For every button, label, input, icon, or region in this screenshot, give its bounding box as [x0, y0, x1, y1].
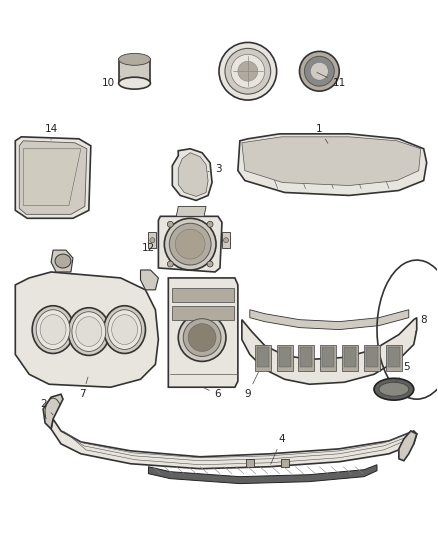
Ellipse shape: [112, 314, 138, 344]
Ellipse shape: [76, 317, 102, 346]
Polygon shape: [322, 348, 334, 367]
Ellipse shape: [175, 229, 205, 259]
Polygon shape: [342, 344, 358, 372]
Ellipse shape: [238, 61, 258, 81]
Text: 6: 6: [205, 389, 221, 399]
Polygon shape: [19, 141, 87, 214]
Ellipse shape: [379, 382, 409, 396]
Ellipse shape: [68, 308, 110, 356]
Polygon shape: [300, 348, 312, 367]
Ellipse shape: [119, 77, 150, 89]
Text: 10: 10: [102, 76, 120, 88]
Ellipse shape: [311, 62, 328, 80]
Text: 7: 7: [80, 377, 88, 399]
Polygon shape: [141, 270, 159, 290]
Ellipse shape: [40, 314, 66, 344]
Polygon shape: [242, 318, 417, 384]
Polygon shape: [51, 419, 417, 469]
Text: 8: 8: [415, 314, 427, 332]
Ellipse shape: [223, 238, 229, 243]
Ellipse shape: [119, 53, 150, 65]
Polygon shape: [148, 465, 377, 483]
Ellipse shape: [207, 221, 213, 227]
Text: 2: 2: [40, 399, 53, 415]
Polygon shape: [238, 134, 427, 196]
Ellipse shape: [207, 261, 213, 267]
Ellipse shape: [188, 324, 216, 351]
Ellipse shape: [150, 238, 155, 243]
Polygon shape: [23, 149, 81, 205]
Ellipse shape: [304, 56, 334, 86]
Ellipse shape: [167, 261, 173, 267]
Text: 12: 12: [142, 243, 159, 253]
Polygon shape: [176, 206, 206, 216]
Polygon shape: [15, 272, 159, 387]
Polygon shape: [15, 137, 91, 219]
Ellipse shape: [374, 378, 414, 400]
Polygon shape: [250, 310, 409, 329]
Polygon shape: [178, 153, 208, 197]
Ellipse shape: [108, 310, 141, 350]
Polygon shape: [344, 348, 356, 367]
Polygon shape: [255, 344, 271, 372]
Ellipse shape: [104, 306, 145, 353]
Ellipse shape: [183, 319, 221, 357]
Polygon shape: [364, 344, 380, 372]
Polygon shape: [172, 288, 234, 302]
Polygon shape: [277, 344, 293, 372]
Text: 11: 11: [317, 72, 346, 88]
Polygon shape: [148, 232, 156, 248]
Polygon shape: [399, 431, 417, 461]
Ellipse shape: [178, 314, 226, 361]
Polygon shape: [246, 459, 254, 467]
Text: 3: 3: [208, 164, 221, 174]
Polygon shape: [51, 250, 73, 272]
Ellipse shape: [72, 312, 106, 351]
Polygon shape: [168, 278, 238, 387]
Ellipse shape: [231, 54, 265, 88]
Text: 5: 5: [396, 362, 410, 382]
Ellipse shape: [219, 43, 277, 100]
Polygon shape: [159, 216, 222, 272]
Ellipse shape: [32, 306, 74, 353]
Ellipse shape: [170, 223, 211, 265]
Polygon shape: [279, 348, 290, 367]
Polygon shape: [257, 348, 268, 367]
Ellipse shape: [36, 310, 70, 350]
Text: 9: 9: [244, 372, 258, 399]
Ellipse shape: [164, 219, 216, 270]
Polygon shape: [43, 394, 63, 429]
Polygon shape: [388, 348, 400, 367]
Polygon shape: [172, 306, 234, 320]
Polygon shape: [281, 459, 289, 467]
Text: 14: 14: [44, 124, 58, 140]
Ellipse shape: [167, 221, 173, 227]
Polygon shape: [242, 137, 421, 185]
Text: 4: 4: [271, 434, 285, 464]
Polygon shape: [222, 232, 230, 248]
Polygon shape: [366, 348, 378, 367]
Ellipse shape: [300, 51, 339, 91]
Ellipse shape: [55, 254, 71, 268]
Ellipse shape: [225, 49, 271, 94]
Polygon shape: [298, 344, 314, 372]
Polygon shape: [386, 344, 402, 372]
Text: 1: 1: [316, 124, 328, 143]
Polygon shape: [119, 59, 150, 83]
Polygon shape: [320, 344, 336, 372]
Polygon shape: [172, 149, 212, 200]
